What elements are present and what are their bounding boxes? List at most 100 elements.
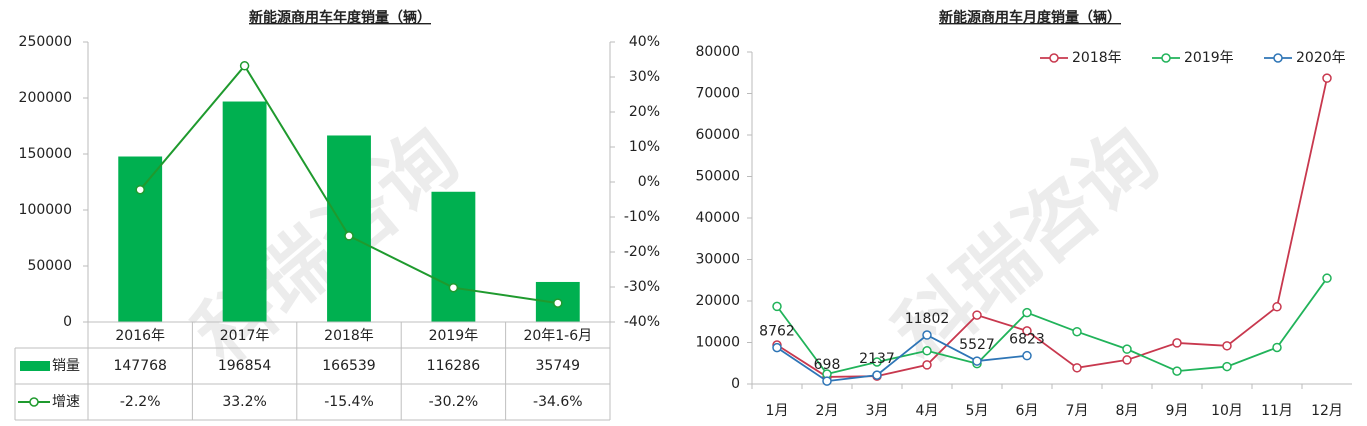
table-cell: 166539: [322, 358, 375, 374]
marker: [1222, 341, 1232, 351]
y-tick-label: 60000: [695, 127, 740, 143]
y-tick-label: 20000: [695, 293, 740, 309]
marker: [239, 61, 250, 71]
chart-title: 新能源商用车月度销量（辆）: [939, 9, 1121, 26]
y-tick-label: 0: [63, 314, 72, 330]
marker: [1022, 307, 1032, 318]
data-label: 698: [814, 357, 841, 373]
marker: [1072, 326, 1082, 337]
x-tick-label: 2019年: [429, 328, 479, 344]
marker: [922, 360, 932, 370]
marker: [1222, 361, 1232, 372]
y2-tick-label: 40%: [629, 34, 660, 50]
x-tick-label: 8月: [1116, 403, 1139, 419]
y-tick-label: 30000: [695, 252, 740, 268]
x-tick-label: 3月: [866, 403, 889, 419]
bar: [431, 191, 476, 322]
line: [776, 333, 1028, 383]
table-cell: 147768: [113, 358, 166, 374]
x-tick-label: 2016年: [115, 328, 165, 344]
legend-symbol: [1273, 53, 1283, 63]
marker: [872, 370, 882, 380]
line: [776, 277, 1328, 376]
x-tick-label: 2月: [816, 403, 839, 419]
y2-tick-label: -40%: [624, 314, 660, 330]
y2-tick-label: -30%: [624, 279, 660, 295]
marker: [822, 376, 832, 386]
x-tick-label: 2018年: [324, 328, 374, 344]
legend-label: 2018年: [1072, 50, 1122, 66]
legend-label: 2020年: [1296, 50, 1346, 66]
marker: [1322, 273, 1332, 283]
y2-tick-label: -10%: [624, 209, 660, 225]
chart-title: 新能源商用车年度销量（辆）: [249, 9, 431, 26]
table-cell: 196854: [218, 358, 272, 374]
marker: [1272, 342, 1282, 353]
marker: [1172, 338, 1182, 348]
y2-tick-label: 30%: [629, 69, 660, 85]
legend-label: 2019年: [1184, 50, 1234, 66]
marker: [922, 346, 932, 356]
legend-symbol: [20, 361, 50, 371]
x-tick-label: 6月: [1016, 403, 1039, 419]
marker: [1022, 326, 1032, 336]
bar: [118, 156, 163, 322]
x-tick-label: 9月: [1166, 403, 1189, 419]
table-cell: -15.4%: [324, 394, 374, 410]
x-tick-label: 11月: [1261, 403, 1293, 419]
x-tick-label: 2017年: [220, 328, 270, 344]
bar: [222, 101, 267, 322]
x-tick-label: 12月: [1311, 403, 1343, 419]
y-tick-label: 250000: [19, 34, 72, 50]
marker: [922, 330, 932, 340]
data-label: 2137: [859, 351, 895, 367]
marker: [1272, 302, 1282, 312]
legend-label: 销量: [52, 358, 80, 374]
table-cell: 116286: [427, 358, 481, 374]
marker: [772, 301, 782, 312]
bar: [327, 135, 371, 322]
table-cell: -2.2%: [120, 394, 161, 410]
x-tick-label: 10月: [1211, 403, 1243, 419]
marker: [1122, 344, 1132, 354]
marker: [872, 357, 882, 367]
marker: [772, 342, 782, 353]
y-tick-label: 50000: [27, 258, 72, 274]
y-tick-label: 100000: [19, 202, 72, 218]
marker: [344, 231, 354, 241]
data-label: 6823: [1009, 332, 1045, 348]
marker: [1172, 366, 1182, 376]
x-tick-label: 7月: [1066, 403, 1089, 419]
table-cell: 35749: [536, 358, 581, 374]
marker: [972, 356, 982, 366]
table-cell: 33.2%: [222, 394, 266, 410]
marker: [972, 310, 982, 320]
data-label: 11802: [905, 311, 950, 327]
y-tick-label: 80000: [695, 44, 740, 60]
x-tick-label: 1月: [766, 403, 789, 419]
x-tick-label: 20年1-6月: [523, 328, 592, 344]
marker: [1072, 363, 1082, 373]
x-tick-label: 4月: [916, 403, 939, 419]
legend-label: 增速: [52, 394, 80, 410]
marker: [135, 184, 145, 195]
legend-symbol: [29, 397, 39, 407]
y2-tick-label: -20%: [624, 244, 660, 260]
marker: [448, 282, 459, 293]
table-cell: -34.6%: [533, 394, 583, 410]
marker: [553, 298, 563, 308]
legend-symbol: [1161, 53, 1171, 63]
y2-tick-label: 0%: [638, 174, 660, 190]
data-label: 5527: [959, 337, 995, 353]
marker: [1022, 350, 1032, 361]
marker: [1122, 355, 1132, 365]
y-tick-label: 10000: [695, 335, 740, 351]
y-tick-label: 70000: [695, 86, 740, 102]
y-tick-label: 200000: [19, 90, 72, 106]
data-label: 8762: [759, 324, 795, 340]
table-cell: -30.2%: [429, 394, 479, 410]
y-tick-label: 50000: [695, 169, 740, 185]
y-tick-label: 150000: [19, 146, 72, 162]
